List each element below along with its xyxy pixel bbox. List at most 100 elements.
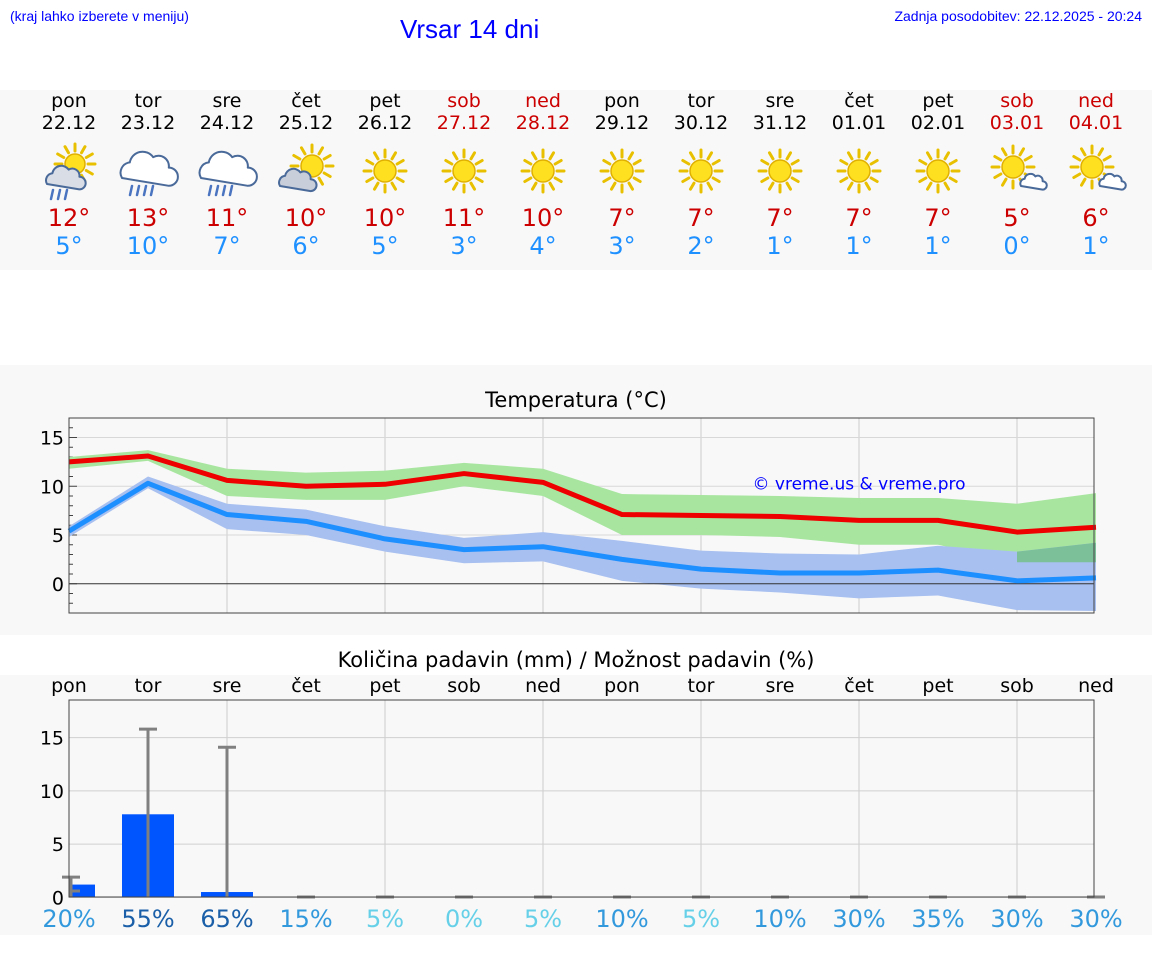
x-category-label: pet	[369, 675, 400, 697]
precip-probability: 20%	[42, 905, 95, 933]
max-temp: 12°	[47, 204, 91, 232]
forecast-day: sre 24.12 11° 7°	[187, 90, 267, 260]
day-name: sre	[765, 90, 795, 112]
min-temp: 1°	[1082, 232, 1110, 260]
day-name: čet	[291, 90, 321, 112]
min-temp: 1°	[766, 232, 794, 260]
forecast-day: pon 29.12 7° 3°	[582, 90, 662, 260]
max-temp: 11°	[442, 204, 486, 232]
min-temp: 1°	[845, 232, 873, 260]
min-temp: 3°	[608, 232, 636, 260]
sun-cloud-rain-icon	[45, 142, 97, 201]
precip-bar	[69, 884, 95, 897]
y-tick-label: 10	[40, 781, 64, 803]
y-tick-label: 15	[40, 428, 64, 450]
min-temp: 3°	[450, 232, 478, 260]
day-name: ned	[1078, 90, 1114, 112]
day-date: 31.12	[752, 112, 808, 134]
y-tick-label: 0	[52, 574, 64, 596]
day-date: 04.01	[1068, 112, 1124, 134]
precip-probability: 35%	[911, 905, 964, 933]
day-name: tor	[134, 90, 162, 112]
day-name: pon	[51, 90, 87, 112]
day-date: 26.12	[357, 112, 413, 134]
min-temp: 5°	[55, 232, 83, 260]
day-date: 28.12	[515, 112, 571, 134]
sun-icon	[362, 148, 408, 194]
min-temp: 6°	[292, 232, 320, 260]
sun-icon	[441, 148, 487, 194]
x-category-label: čet	[844, 675, 874, 697]
precip-probability: 15%	[279, 905, 332, 933]
y-tick-label: 0	[52, 887, 64, 909]
forecast-day: pon 22.12 12° 5°	[29, 90, 109, 260]
precip-probability: 30%	[1069, 905, 1122, 933]
day-name: sre	[212, 90, 242, 112]
day-name: čet	[844, 90, 874, 112]
forecast-day: sob 27.12 11° 3°	[424, 90, 504, 260]
forecast-strip: pon 22.12 12° 5° tor 23.12 13° 10° sre 24.12 11° 7°…	[0, 90, 1152, 270]
sun-icon	[599, 148, 645, 194]
y-tick-label: 15	[40, 728, 64, 750]
x-category-label: pon	[51, 675, 87, 697]
forecast-day: sre 31.12 7° 1°	[740, 90, 820, 260]
min-temp: 4°	[529, 232, 557, 260]
min-band	[69, 476, 1096, 612]
max-temp: 10°	[363, 204, 407, 232]
y-tick-label: 5	[52, 834, 64, 856]
forecast-day: tor 23.12 13° 10°	[108, 90, 188, 260]
sun-cloud-icon	[278, 143, 335, 193]
day-date: 23.12	[120, 112, 176, 134]
max-band	[69, 450, 1096, 563]
sun-small-cloud-icon	[990, 144, 1048, 191]
precip-probability: 5%	[366, 905, 404, 933]
precipitation-chart: pon tor sre čet pet sob ned pon tor sre čet pet sob n…	[40, 675, 1123, 933]
min-temp-line	[67, 480, 1097, 584]
day-name: pon	[604, 90, 640, 112]
forecast-day: tor 30.12 7° 2°	[661, 90, 741, 260]
precip-probability: 10%	[595, 905, 648, 933]
day-name: sob	[447, 90, 481, 112]
forecast-band	[0, 90, 1152, 270]
temperature-chart-title: Temperatura (°C)	[485, 388, 667, 412]
day-date: 02.01	[910, 112, 966, 134]
max-temp: 7°	[845, 204, 873, 232]
day-date: 24.12	[199, 112, 255, 134]
precip-probability: 55%	[121, 905, 174, 933]
x-category-label: pon	[604, 675, 640, 697]
forecast-day: pet 26.12 10° 5°	[345, 90, 425, 260]
day-name: sob	[1000, 90, 1034, 112]
sun-icon	[915, 148, 961, 194]
forecast-day: ned 04.01 6° 1°	[1056, 90, 1136, 260]
sun-icon	[836, 148, 882, 194]
min-temp: 5°	[371, 232, 399, 260]
last-updated: Zadnja posodobitev: 22.12.2025 - 20:24	[894, 8, 1142, 24]
precip-probability: 5%	[682, 905, 720, 933]
x-category-label: tor	[135, 675, 162, 697]
forecast-day: čet 01.01 7° 1°	[819, 90, 899, 260]
forecast-day: sob 03.01 5° 0°	[977, 90, 1057, 260]
day-date: 25.12	[278, 112, 334, 134]
max-temp: 6°	[1082, 204, 1110, 232]
day-name: pet	[922, 90, 954, 112]
max-temp: 10°	[521, 204, 565, 232]
plot-frame	[68, 699, 1095, 898]
min-temp: 1°	[924, 232, 952, 260]
x-category-label: ned	[525, 675, 561, 697]
day-date: 27.12	[436, 112, 492, 134]
day-name: tor	[687, 90, 715, 112]
precip-chart-title: Količina padavin (mm) / Možnost padavin …	[337, 648, 815, 672]
cloud-rain-icon	[198, 150, 258, 197]
cloud-rain-icon	[119, 150, 179, 197]
x-category-label: pet	[922, 675, 953, 697]
x-category-label: sob	[1000, 675, 1034, 697]
y-tick-label: 5	[52, 525, 64, 547]
max-temp: 11°	[205, 204, 249, 232]
day-date: 01.01	[831, 112, 887, 134]
precip-probability: 30%	[832, 905, 885, 933]
plot-area	[69, 700, 1094, 897]
max-temp: 10°	[284, 204, 328, 232]
max-temp-line	[68, 453, 1097, 535]
x-category-label: sob	[447, 675, 481, 697]
max-temp: 7°	[766, 204, 794, 232]
